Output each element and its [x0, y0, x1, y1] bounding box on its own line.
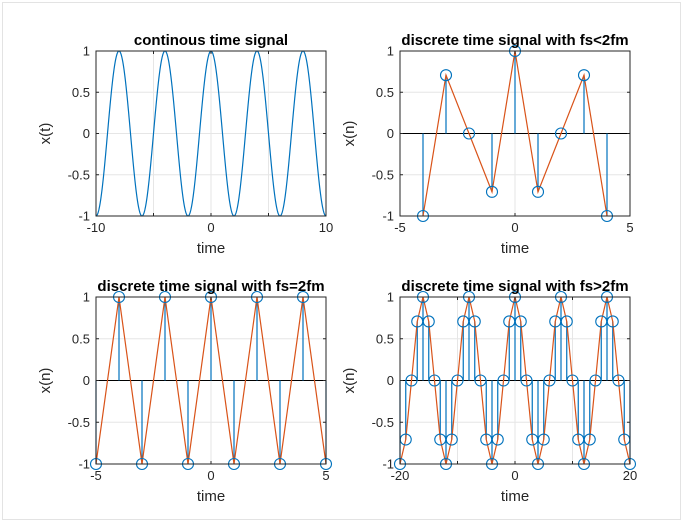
- stem-marker: [554, 127, 568, 140]
- y-tick-label: 0: [387, 126, 394, 141]
- stem-marker: [583, 433, 596, 446]
- subplot-fs-equal: -5 0 5 -1 -0.5 0 0.5 1 discrete time signal with…: [37, 278, 333, 505]
- stem-marker: [485, 185, 499, 198]
- stem-marker: [537, 433, 550, 446]
- x-axis-label: time: [501, 240, 529, 257]
- x-tick-label: 20: [623, 468, 637, 483]
- x-tick-label: 10: [319, 220, 333, 235]
- x-tick-label: -10: [87, 220, 106, 235]
- stem-marker: [497, 374, 510, 387]
- y-axis-label: x(n): [37, 368, 54, 394]
- stem-marker: [543, 374, 556, 387]
- chart-title: discrete time signal with fs>2fm: [401, 278, 628, 295]
- y-tick-label: 1: [83, 44, 90, 59]
- y-axis-label: x(t): [37, 123, 54, 145]
- stem-marker: [474, 374, 487, 387]
- stem-marker: [566, 374, 579, 387]
- y-tick-label: -1: [382, 457, 394, 472]
- y-tick-label: -0.5: [68, 167, 90, 182]
- y-tick-label: 0.5: [376, 331, 394, 346]
- stem-marker: [422, 315, 435, 328]
- stem-marker: [514, 315, 527, 328]
- y-tick-label: -1: [78, 457, 90, 472]
- x-tick-label: 0: [207, 468, 214, 483]
- x-tick-label: -20: [391, 468, 410, 483]
- y-tick-label: 0: [83, 373, 90, 388]
- subplot-fs-less: -5 0 5 -1 -0.5 0 0.5 1 discrete time signal with…: [341, 32, 634, 257]
- y-axis-label: x(n): [341, 121, 358, 147]
- stem-marker: [468, 315, 481, 328]
- subplot-fs-greater: -20 0 20 -1 -0.5 0 0.5 1 discrete time signal wi…: [341, 278, 637, 505]
- stem-marker: [451, 374, 464, 387]
- x-tick-label: 5: [322, 468, 329, 483]
- y-tick-label: -1: [78, 209, 90, 224]
- stem-marker: [612, 374, 625, 387]
- y-tick-label: 1: [387, 44, 394, 59]
- y-tick-label: 0: [387, 373, 394, 388]
- x-tick-label: 0: [511, 468, 518, 483]
- y-tick-label: -0.5: [372, 415, 394, 430]
- x-axis-label: time: [501, 488, 529, 505]
- x-axis-label: time: [197, 488, 225, 505]
- stem-marker: [491, 433, 504, 446]
- x-tick-label: 0: [207, 220, 214, 235]
- stem-marker: [428, 374, 441, 387]
- y-tick-label: -0.5: [68, 415, 90, 430]
- y-tick-label: -0.5: [372, 167, 394, 182]
- stem-marker: [577, 69, 591, 82]
- x-axis-label: time: [197, 240, 225, 257]
- y-tick-label: -1: [382, 209, 394, 224]
- stem-marker: [560, 315, 573, 328]
- stem-marker: [520, 374, 533, 387]
- chart-title: discrete time signal with fs=2fm: [97, 278, 324, 295]
- stem-marker: [439, 69, 453, 82]
- y-tick-label: 1: [387, 290, 394, 305]
- chart-title: discrete time signal with fs<2fm: [401, 32, 628, 49]
- stem-marker: [606, 315, 619, 328]
- stem-marker: [405, 374, 418, 387]
- stem-marker: [445, 433, 458, 446]
- y-tick-label: 0.5: [376, 85, 394, 100]
- x-tick-label: 5: [626, 220, 633, 235]
- subplot-continuous: -10 0 10 -1 -0.5 0 0.5 1 continous time signal ti…: [37, 32, 333, 257]
- y-tick-label: 0.5: [72, 331, 90, 346]
- chart-title: continous time signal: [134, 32, 288, 49]
- y-tick-label: 1: [83, 290, 90, 305]
- stem-marker: [462, 127, 476, 140]
- y-tick-label: 0.5: [72, 85, 90, 100]
- y-axis-label: x(n): [341, 368, 358, 394]
- stem-marker: [589, 374, 602, 387]
- x-tick-label: 0: [511, 220, 518, 235]
- stem-marker: [531, 185, 545, 198]
- y-tick-label: 0: [83, 126, 90, 141]
- x-tick-label: -5: [394, 220, 406, 235]
- x-tick-label: -5: [90, 468, 102, 483]
